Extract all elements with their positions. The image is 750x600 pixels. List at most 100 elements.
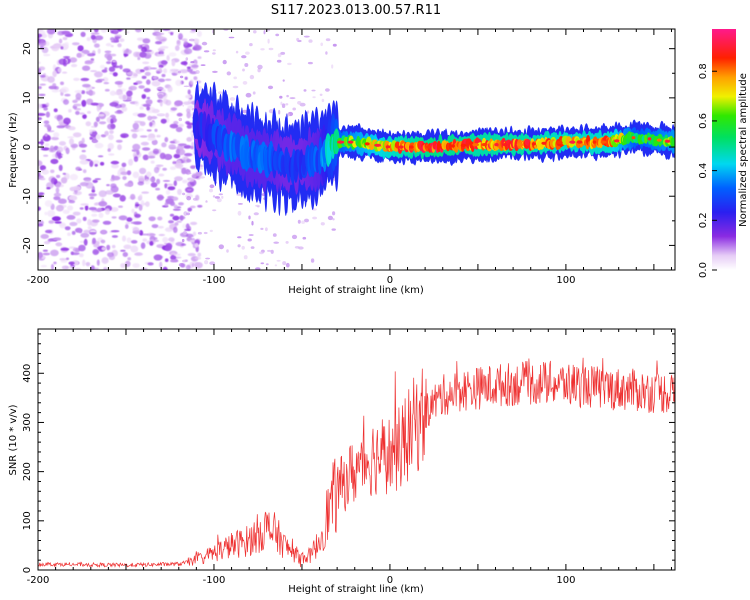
noise-blob [156,87,165,90]
ridge-peak [472,143,480,147]
noise-blob [51,216,61,222]
noise-blob [87,226,92,230]
speckle-blob [304,218,309,223]
noise-blob [48,220,55,224]
noise-blob [193,44,202,51]
noise-blob [169,213,175,217]
noise-blob [157,78,166,83]
noise-blob [107,142,115,150]
speckle-blob [209,188,213,193]
noise-blob [176,159,182,167]
speckle-blob [312,216,317,220]
speckle-blob [310,258,315,263]
noise-blob [156,53,165,57]
noise-blob [90,58,95,62]
noise-blob [96,105,101,112]
noise-blob [122,68,131,73]
noise-blob [112,193,121,198]
noise-blob [106,54,113,61]
noise-blob [67,126,76,131]
noise-blob [128,85,137,91]
noise-blob [117,169,122,177]
noise-blob [47,210,56,217]
noise-blob [170,32,174,36]
noise-blob [119,64,123,70]
noise-blob [136,37,145,41]
noise-blob [167,186,176,191]
noise-blob [97,48,101,54]
speckle-blob [301,220,305,224]
spectrogram-x-ticks: -200 -100 0 100 [27,29,672,286]
noise-blob [149,121,153,127]
speckle-blob [237,244,241,248]
noise-blob [122,252,128,257]
speckle-blob [226,249,229,253]
ridge-peak [337,140,345,144]
speckle-blob [242,109,248,114]
noise-blob [160,118,167,124]
noise-blob [139,194,143,199]
noise-blob [62,209,70,214]
noise-blob [60,247,70,251]
noise-blob [144,71,151,76]
noise-blob [157,225,164,229]
noise-blob [117,29,122,32]
noise-blob [53,196,61,201]
noise-blob [100,29,107,33]
speckle-blob [332,43,337,47]
noise-blob [44,211,48,216]
noise-blob [195,80,202,84]
noise-blob [142,147,151,151]
noise-blob [45,111,51,118]
noise-blob [147,262,154,266]
speckle-blob [237,210,242,216]
noise-blob [73,103,82,107]
noise-blob [84,179,92,183]
y-tick-label: 400 [22,364,33,383]
speckle-blob [247,238,252,242]
ridge-peak [436,145,442,149]
noise-blob [175,79,183,87]
noise-blob [133,221,142,225]
snr-marks [38,357,675,568]
noise-blob [93,121,98,128]
noise-blob [41,147,50,151]
noise-blob [192,231,196,236]
speckle-blob [200,64,206,66]
noise-blob [120,263,126,268]
noise-blob [41,169,50,175]
noise-blob [141,75,147,79]
noise-blob [109,130,114,134]
noise-blob [132,171,140,179]
speckle-blob [177,70,181,74]
noise-blob [69,173,78,181]
noise-blob [194,262,203,269]
noise-blob [138,204,143,211]
speckle-blob [186,196,192,201]
noise-blob [71,63,78,68]
noise-blob [72,190,82,196]
noise-blob [68,265,74,269]
speckle-blob [237,236,242,239]
noise-blob [156,134,161,138]
noise-blob [40,39,45,47]
noise-blob [82,114,87,119]
noise-blob [117,144,122,151]
noise-blob [92,249,99,255]
noise-blob [126,217,133,222]
noise-blob [187,105,194,109]
noise-blob [177,143,187,147]
noise-blob [96,207,102,213]
noise-blob [150,160,155,164]
y-tick-label: 200 [22,462,33,481]
speckle-blob [191,263,195,267]
speckle-blob [192,197,198,201]
noise-blob [165,99,172,106]
noise-blob [74,90,83,94]
speckle-blob [312,96,316,99]
colorbar-label: Normalized spectral amplitude [738,73,749,227]
speckle-blob [226,71,231,76]
spectrogram-x-axis-label: Height of straight line (km) [288,285,424,296]
speckle-blob [285,103,289,106]
noise-blob [89,160,94,168]
